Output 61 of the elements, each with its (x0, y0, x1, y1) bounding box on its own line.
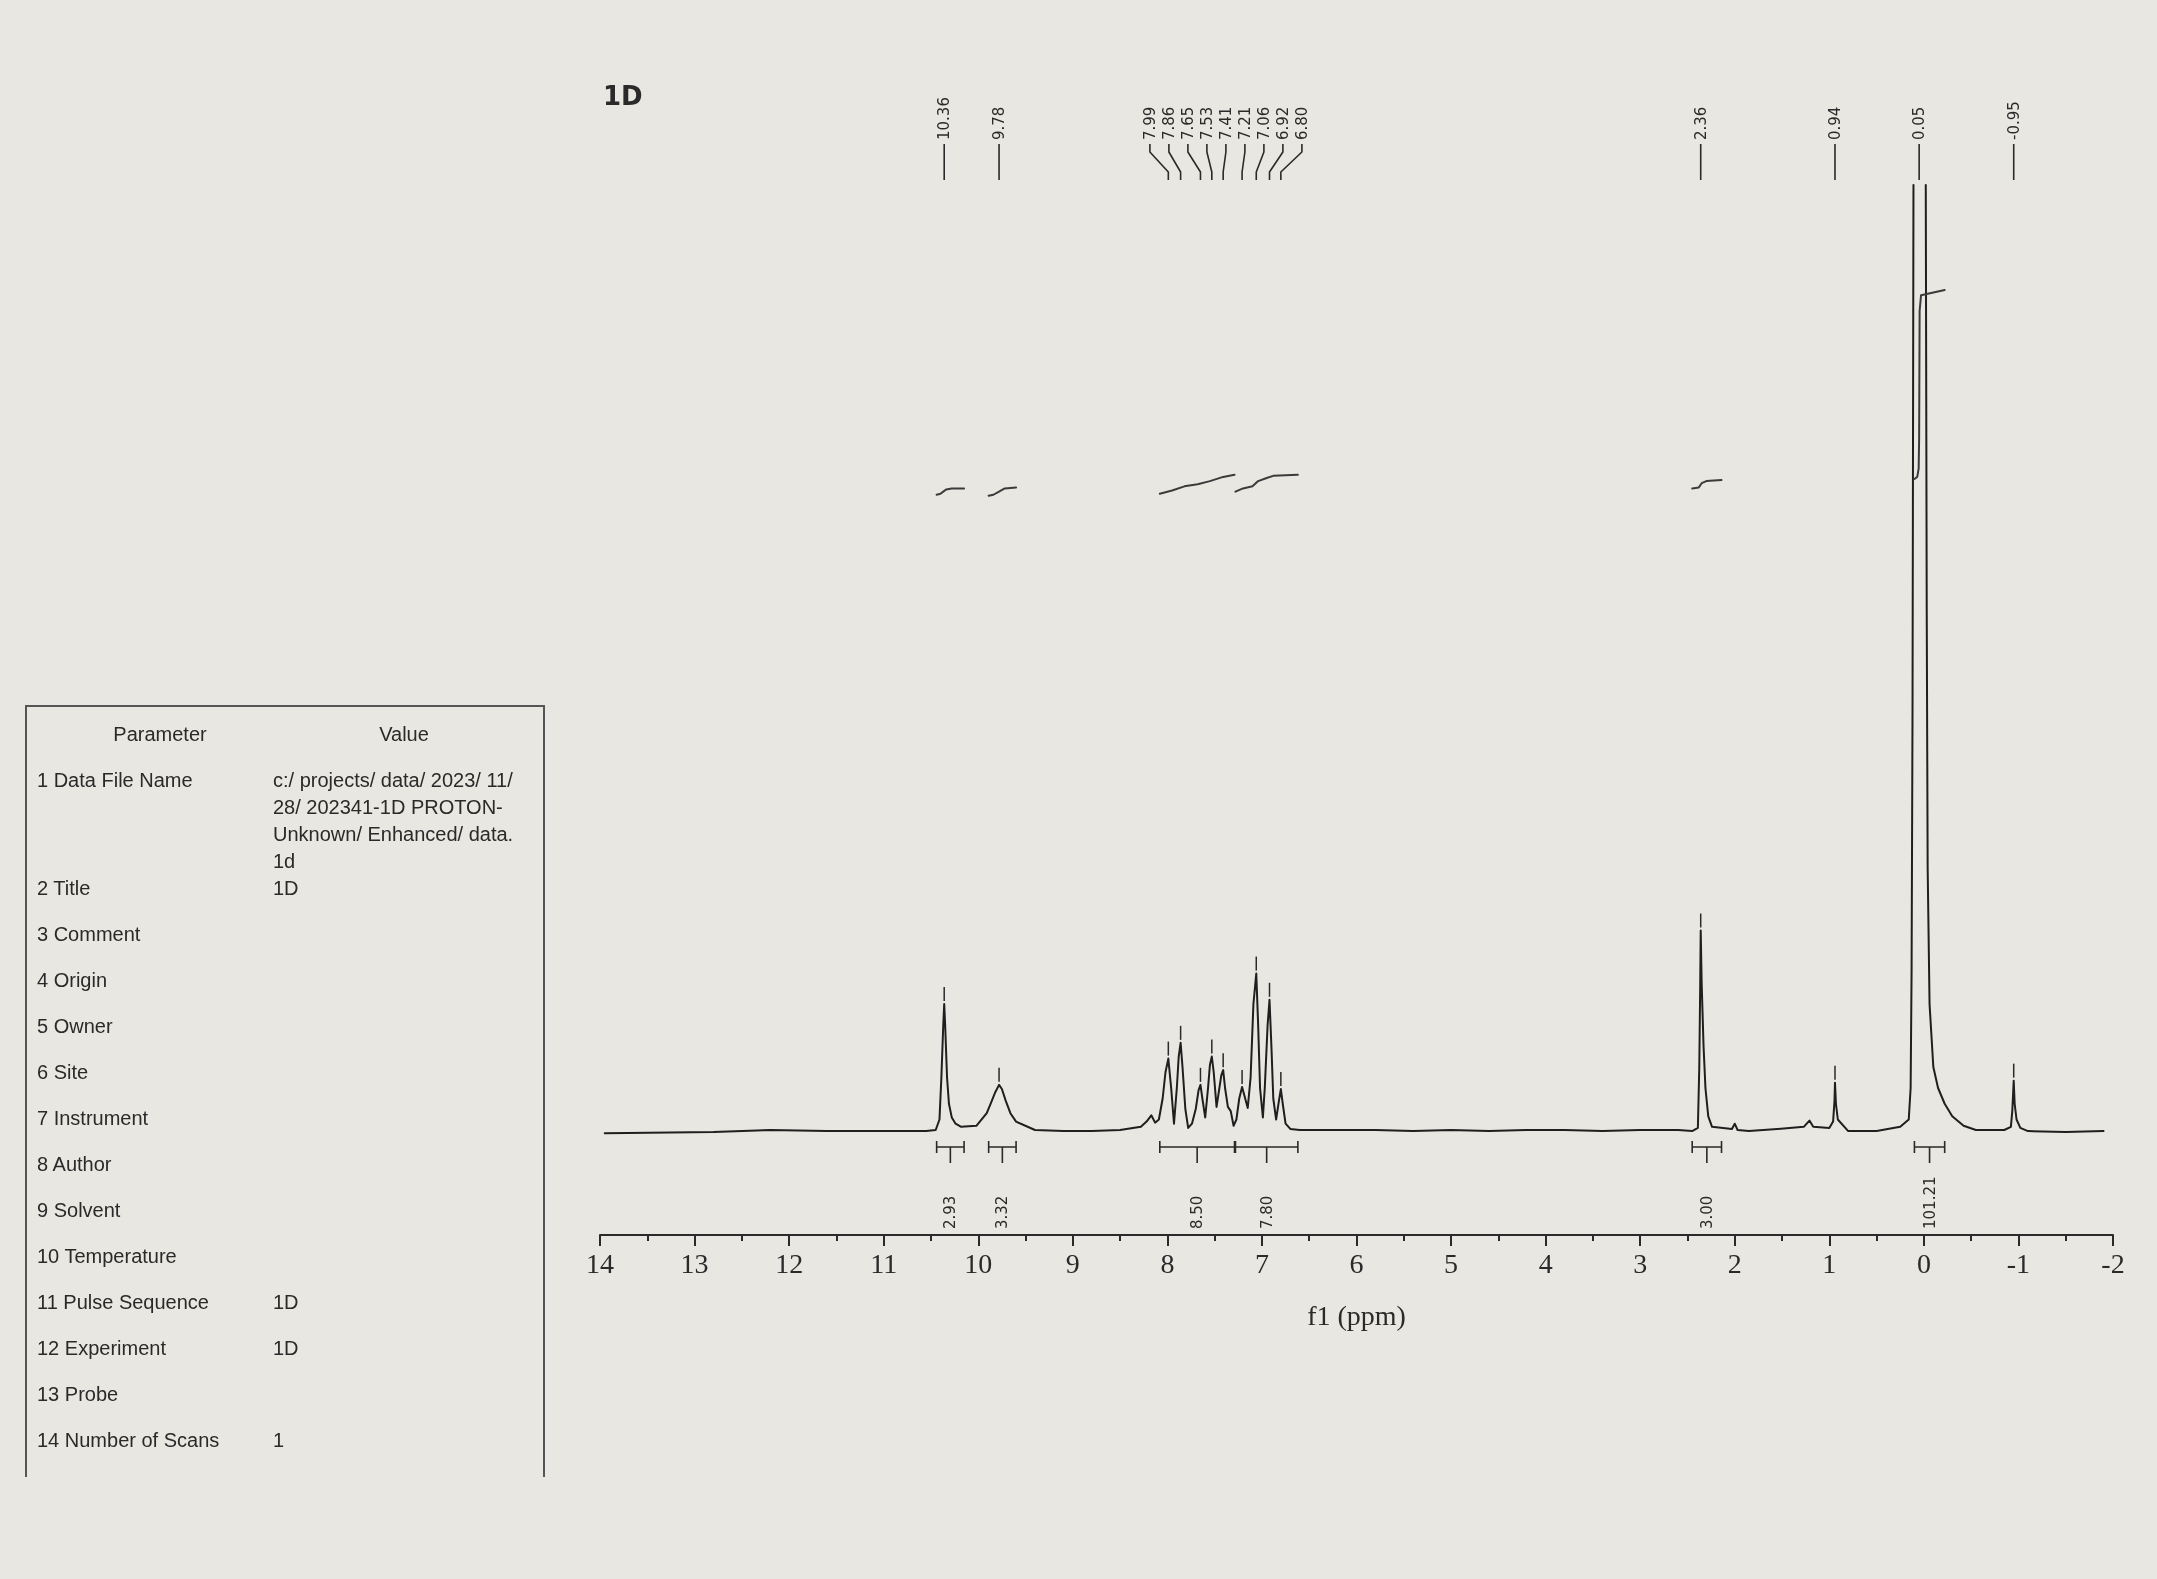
category-label: 2 Title (37, 877, 91, 899)
category-label: 5 Owner (37, 1015, 113, 1037)
annotation: 0.94 (1825, 106, 1844, 140)
x-tick-label: 13 (680, 1247, 709, 1279)
category-label: 1D (273, 1291, 299, 1313)
chart-title: 1D (603, 81, 643, 111)
annotation: 7.99 (1140, 106, 1159, 140)
annotation: 2.93 (941, 1195, 960, 1229)
annotation: 7.41 (1216, 106, 1235, 140)
annotation: 7.21 (1235, 106, 1254, 140)
x-tick-label: 4 (1538, 1247, 1553, 1279)
annotation: 9.78 (990, 106, 1009, 140)
annotation: 8.50 (1188, 1195, 1207, 1229)
annotation: 10.36 (935, 97, 954, 140)
x-tick-label: 11 (870, 1247, 898, 1279)
x-tick-label: -1 (2006, 1247, 2031, 1279)
annotation: 3.00 (1697, 1195, 1716, 1229)
x-tick-label: 6 (1349, 1247, 1364, 1279)
annotation: 7.06 (1254, 106, 1273, 140)
annotation: 3.32 (993, 1195, 1012, 1229)
category-label: 4 Origin (37, 969, 108, 991)
x-tick-label: 8 (1160, 1247, 1175, 1279)
annotation: 0.05 (1910, 106, 1929, 140)
annotation: 6.80 (1292, 106, 1311, 140)
category-label: 6 Site (37, 1061, 89, 1083)
category-label: 7 Instrument (37, 1107, 149, 1129)
category-label: 3 Comment (37, 923, 141, 945)
category-label: Value (378, 722, 430, 747)
annotation: 7.80 (1257, 1195, 1276, 1229)
category-label: 13 Probe (37, 1383, 119, 1405)
annotation: 101.21 (1920, 1176, 1939, 1229)
annotation: 7.65 (1178, 106, 1197, 140)
category-label: Parameter (112, 722, 208, 747)
annotation: 7.86 (1159, 106, 1178, 140)
annotation: 2.36 (1691, 106, 1710, 140)
category-label: 10 Temperature (37, 1245, 177, 1267)
annotation: -0.95 (2004, 101, 2023, 140)
x-tick-label: 3 (1633, 1247, 1648, 1279)
category-label: 1D (273, 1337, 299, 1359)
x-tick-label: 10 (964, 1247, 993, 1279)
category-label: 1D (273, 877, 299, 899)
x-tick-label: -2 (2101, 1247, 2125, 1279)
category-label: 1 (273, 1429, 285, 1451)
x-tick-label: 14 (586, 1247, 614, 1279)
category-label: c:/ projects/ data/ 2023/ 11/ 28/ 202341-1D PROTON-Unknown/ Enhanced/ data. 1d (273, 769, 514, 872)
category-label: 14 Number of Scans (37, 1429, 220, 1451)
x-tick-label: 0 (1916, 1247, 1931, 1279)
x-tick-label: 1 (1822, 1247, 1837, 1279)
category-label: 12 Experiment (37, 1337, 166, 1359)
category-label: 11 Pulse Sequence (37, 1291, 209, 1313)
x-tick-label: 2 (1727, 1247, 1742, 1279)
annotation: 6.92 (1273, 106, 1292, 140)
x-tick-label: 7 (1254, 1247, 1269, 1279)
x-tick-label: 12 (775, 1247, 804, 1279)
x-tick-label: 9 (1065, 1247, 1080, 1279)
category-label: 9 Solvent (37, 1199, 121, 1221)
annotation: 7.53 (1197, 106, 1216, 140)
category-label: 8 Author (37, 1153, 112, 1175)
x-axis-title: f1 (ppm) (1307, 1299, 1406, 1331)
x-tick-label: 5 (1444, 1247, 1459, 1279)
category-label: 1 Data File Name (37, 769, 193, 791)
